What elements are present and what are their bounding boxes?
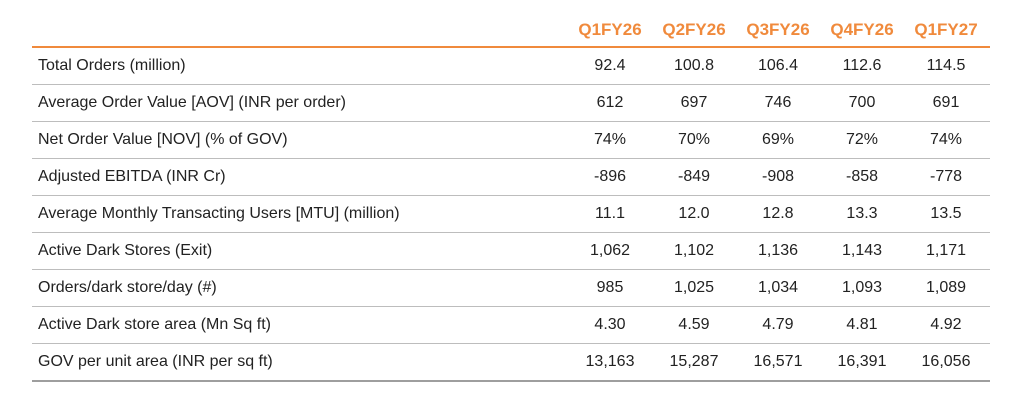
table-row: Net Order Value [NOV] (% of GOV) 74% 70%…: [32, 122, 990, 159]
row-label: Active Dark store area (Mn Sq ft): [38, 316, 271, 333]
table-cell: 16,391: [837, 353, 887, 370]
table-cell: 16,056: [921, 353, 971, 370]
table-cell: 70%: [677, 131, 711, 148]
table-cell: -896: [593, 168, 627, 185]
table-cell: -778: [929, 168, 963, 185]
table-cell: 13,163: [585, 353, 635, 370]
table-cell: 746: [764, 94, 792, 111]
table-cell: 4.81: [846, 316, 878, 333]
table-cell: -849: [677, 168, 711, 185]
row-label: Active Dark Stores (Exit): [38, 242, 213, 259]
table-cell: 114.5: [926, 57, 966, 74]
row-label: Net Order Value [NOV] (% of GOV): [38, 131, 288, 148]
column-header-q1fy26: Q1FY26: [578, 20, 642, 39]
table-cell: 12.0: [678, 205, 710, 222]
table-cell: 112.6: [842, 57, 882, 74]
table-cell: 100.8: [673, 57, 715, 74]
table-cell: 74%: [593, 131, 627, 148]
table-row: Total Orders (million) 92.4 100.8 106.4 …: [32, 48, 990, 85]
row-label: Orders/dark store/day (#): [38, 279, 217, 296]
table-header: Q1FY26 Q2FY26 Q3FY26 Q4FY26 Q1FY27: [32, 14, 990, 48]
table-row: Active Dark store area (Mn Sq ft) 4.30 4…: [32, 307, 990, 344]
table-cell: 612: [596, 94, 624, 111]
metrics-table: Q1FY26 Q2FY26 Q3FY26 Q4FY26 Q1FY27 Total…: [32, 14, 990, 382]
table-cell: 1,025: [673, 279, 715, 296]
table-cell: 985: [596, 279, 624, 296]
table-cell: 691: [932, 94, 960, 111]
table-cell: 1,136: [757, 242, 799, 259]
table-cell: 12.8: [762, 205, 794, 222]
row-label: Average Monthly Transacting Users [MTU] …: [38, 205, 400, 222]
row-label: Total Orders (million): [38, 57, 186, 74]
table-cell: 92.4: [594, 57, 626, 74]
row-label: Adjusted EBITDA (INR Cr): [38, 168, 226, 185]
table-cell: 4.30: [594, 316, 626, 333]
table-cell: 1,089: [925, 279, 967, 296]
table-cell: 13.5: [930, 205, 962, 222]
table-cell: 700: [848, 94, 876, 111]
table-cell: -908: [761, 168, 795, 185]
table-row: Active Dark Stores (Exit) 1,062 1,102 1,…: [32, 233, 990, 270]
table-cell: 4.59: [678, 316, 710, 333]
table-cell: -858: [845, 168, 879, 185]
row-label: GOV per unit area (INR per sq ft): [38, 353, 273, 370]
table-row: Average Monthly Transacting Users [MTU] …: [32, 196, 990, 233]
table-cell: 4.79: [762, 316, 794, 333]
column-header-q3fy26: Q3FY26: [746, 20, 810, 39]
table-row: Average Order Value [AOV] (INR per order…: [32, 85, 990, 122]
table-cell: 11.1: [595, 205, 625, 222]
table-cell: 13.3: [846, 205, 878, 222]
table-cell: 15,287: [669, 353, 719, 370]
column-header-q4fy26: Q4FY26: [830, 20, 894, 39]
table-cell: 1,093: [841, 279, 883, 296]
column-header-q1fy27: Q1FY27: [914, 20, 978, 39]
table-cell: 16,571: [753, 353, 803, 370]
table-cell: 1,171: [925, 242, 967, 259]
table-cell: 106.4: [757, 57, 799, 74]
table-row: Adjusted EBITDA (INR Cr) -896 -849 -908 …: [32, 159, 990, 196]
table-cell: 1,102: [673, 242, 715, 259]
table-cell: 69%: [761, 131, 795, 148]
table-cell: 74%: [929, 131, 963, 148]
table-row: Orders/dark store/day (#) 985 1,025 1,03…: [32, 270, 990, 307]
table-cell: 4.92: [930, 316, 962, 333]
table-cell: 1,143: [841, 242, 883, 259]
table-cell: 72%: [845, 131, 879, 148]
column-header-q2fy26: Q2FY26: [662, 20, 726, 39]
table-cell: 1,062: [589, 242, 631, 259]
table-cell: 1,034: [757, 279, 799, 296]
row-label: Average Order Value [AOV] (INR per order…: [38, 94, 346, 111]
table-cell: 697: [680, 94, 708, 111]
table-row: GOV per unit area (INR per sq ft) 13,163…: [32, 344, 990, 382]
